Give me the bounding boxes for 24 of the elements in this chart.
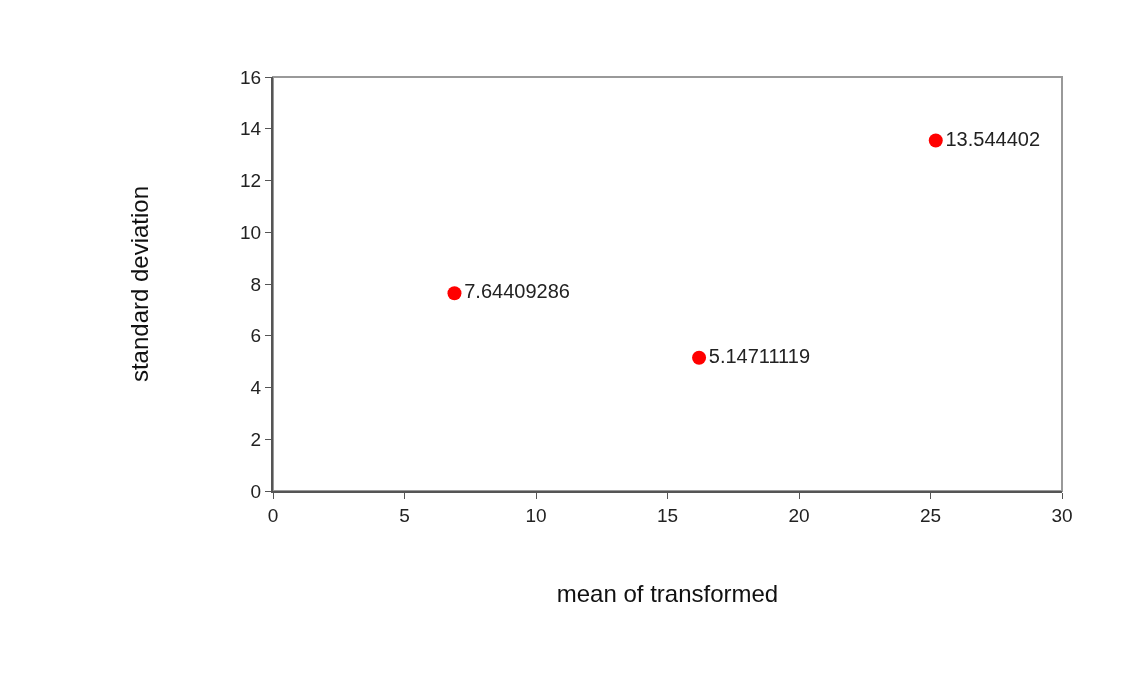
point: [928, 133, 943, 148]
y-tick-label: 16: [240, 66, 262, 88]
y-tick-label: 8: [250, 273, 262, 295]
x-tick-label: 25: [919, 504, 942, 526]
y-tick-label: 2: [250, 428, 262, 450]
y-tick-label: 4: [250, 377, 262, 399]
y-axis-title: standard deviation: [125, 185, 153, 383]
point: [447, 286, 462, 301]
data-label: 7.64409286: [464, 280, 570, 303]
point: [692, 350, 707, 365]
data-label: 13.544402: [945, 127, 1041, 150]
x-tick-label: 0: [267, 504, 279, 526]
y-tick-label: 14: [240, 118, 262, 140]
y-tick-label: 10: [240, 221, 262, 243]
x-tick-label: 20: [788, 504, 810, 526]
x-tick-label: 5: [399, 504, 410, 526]
y-tick-label: 6: [250, 325, 262, 347]
x-axis-title: mean of transformed: [556, 579, 779, 607]
y-tick-label: 0: [250, 480, 262, 502]
x-tick-label: 15: [656, 504, 679, 526]
x-tick-label: 30: [1051, 504, 1073, 526]
data-label: 5.14711119: [708, 344, 811, 367]
y-tick-label: 12: [240, 170, 262, 192]
x-tick-label: 10: [525, 504, 547, 526]
